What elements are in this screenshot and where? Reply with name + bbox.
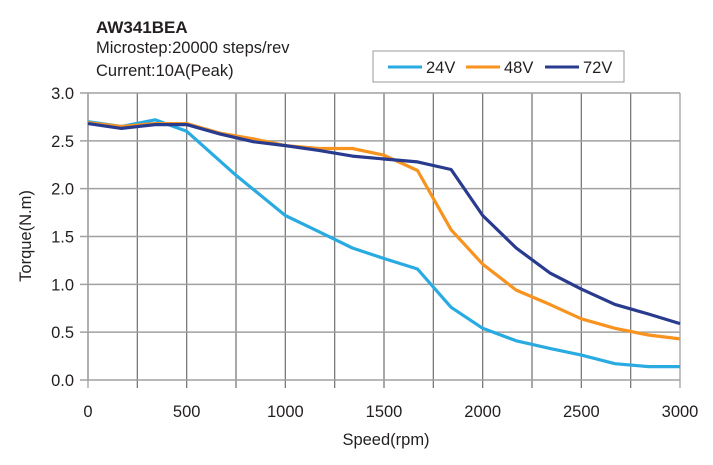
y-tick-label: 1.0 xyxy=(51,276,74,294)
legend-label-72v: 72V xyxy=(583,59,612,77)
x-tick-label: 1500 xyxy=(366,403,403,421)
y-tick-label: 2.0 xyxy=(51,181,74,199)
tick-labels: 0 500 1000 1500 2000 2500 3000 0.0 0.5 1.0 1.5 2.0 2… xyxy=(51,85,698,421)
series-line-72v xyxy=(87,122,681,326)
x-tick-label: 3000 xyxy=(662,403,699,421)
y-tick-label: 0.5 xyxy=(51,324,74,342)
chart-subtitle-current: Current:10A(Peak) xyxy=(96,62,234,80)
y-tick-label: 0.0 xyxy=(51,372,74,390)
legend-label-24v: 24V xyxy=(426,59,455,77)
y-tick-label: 2.5 xyxy=(51,133,74,151)
y-axis-label: Torque(N.m) xyxy=(17,190,35,282)
x-axis-label: Speed(rpm) xyxy=(342,431,429,449)
x-tick-label: 2000 xyxy=(464,403,501,421)
series-line-24v xyxy=(87,118,680,369)
x-tick-label: 2500 xyxy=(563,403,600,421)
x-tick-label: 0 xyxy=(83,403,92,421)
x-tick-label: 500 xyxy=(173,403,201,421)
chart-subtitle-microstep: Microstep:20000 steps/rev xyxy=(96,39,290,57)
chart-title: AW341BEA xyxy=(96,18,188,37)
legend-label-48v: 48V xyxy=(504,59,533,77)
series-lines xyxy=(87,118,681,369)
y-tick-label: 1.5 xyxy=(51,229,74,247)
x-tick-label: 1000 xyxy=(267,403,304,421)
grid xyxy=(80,92,681,388)
y-tick-label: 3.0 xyxy=(51,85,74,103)
legend: 24V 48V 72V xyxy=(372,50,625,83)
